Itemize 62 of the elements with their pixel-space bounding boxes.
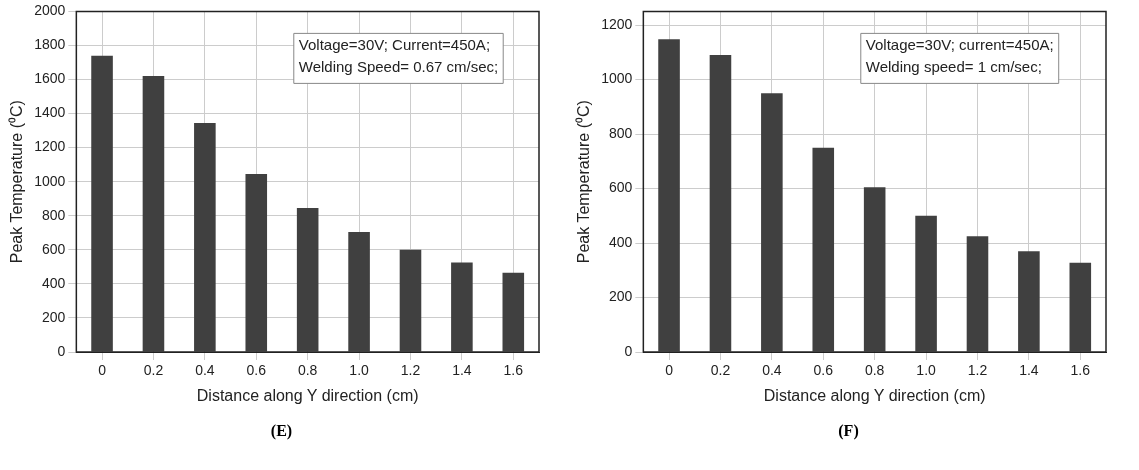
x-tick-label: 0.8 [864, 362, 885, 379]
x-tick-label: 1.4 [1019, 362, 1039, 379]
bar [709, 55, 732, 352]
bar [915, 215, 937, 352]
bar [142, 76, 165, 352]
y-tick-label: 1200 [34, 138, 66, 155]
text: (E) [270, 422, 293, 440]
y-tick-label: 1400 [34, 104, 66, 121]
y-tick-label: 200 [608, 288, 633, 305]
bar [761, 93, 783, 352]
bar [91, 55, 113, 352]
x-tick-label: 1.0 [349, 362, 370, 379]
bar [399, 249, 422, 352]
x-tick-label: 1.6 [1070, 362, 1091, 379]
x-tick-label: 0.2 [710, 362, 731, 379]
x-tick-label: 0.2 [143, 362, 164, 379]
y-axis-title: Peak Temperature (⁰C) [8, 100, 26, 264]
x-tick-label: 0.4 [762, 362, 782, 379]
bar [1069, 262, 1092, 352]
x-tick-label: 1.0 [916, 362, 937, 379]
x-axis-title: Distance along Y direction (cm) [763, 386, 986, 404]
y-tick-label: 200 [41, 308, 66, 325]
x-tick-label: 1.2 [967, 362, 988, 379]
bar [194, 122, 216, 352]
y-tick-label: 800 [608, 124, 633, 141]
y-tick-label: 1600 [34, 70, 66, 87]
bar [966, 236, 989, 352]
x-axis-title: Distance along Y direction (cm) [196, 386, 419, 404]
y-tick-label: 600 [608, 179, 633, 196]
bar [348, 231, 370, 352]
y-tick-label: 1800 [34, 36, 66, 53]
y-tick-label: 400 [41, 274, 66, 291]
text: (F) [838, 422, 859, 440]
bar [451, 262, 473, 352]
annotation: Voltage=30V; Current=450A; Welding Speed= 0.67 cm/sec; [298, 36, 499, 76]
bar [502, 272, 525, 352]
x-tick-label: 0.6 [813, 362, 834, 379]
y-tick-label: 400 [608, 233, 633, 250]
y-tick-label: 600 [41, 240, 66, 257]
annotation: Voltage=30V; current=450A; Welding speed= 1 cm/sec; [865, 36, 1054, 76]
y-tick-label: 1000 [34, 172, 66, 189]
y-tick-label: 2000 [34, 2, 66, 19]
x-tick-label: 1.4 [452, 362, 472, 379]
y-tick-label: 0 [57, 342, 66, 359]
bar [245, 174, 268, 352]
bar [812, 147, 835, 352]
x-tick-label: 0.6 [246, 362, 267, 379]
bar [658, 39, 680, 352]
bar [296, 208, 319, 352]
y-tick-label: 1000 [601, 70, 633, 87]
x-tick-label: 0 [98, 362, 107, 379]
y-tick-label: 1200 [601, 15, 633, 32]
bar [1018, 251, 1040, 352]
bar [863, 187, 886, 352]
x-tick-label: 0.8 [297, 362, 318, 379]
x-tick-label: 1.2 [400, 362, 421, 379]
x-tick-label: 0 [665, 362, 674, 379]
y-tick-label: 800 [41, 206, 66, 223]
y-axis-title: Peak Temperature (⁰C) [575, 100, 593, 264]
x-tick-label: 1.6 [503, 362, 524, 379]
y-tick-label: 0 [624, 342, 633, 359]
x-tick-label: 0.4 [195, 362, 215, 379]
